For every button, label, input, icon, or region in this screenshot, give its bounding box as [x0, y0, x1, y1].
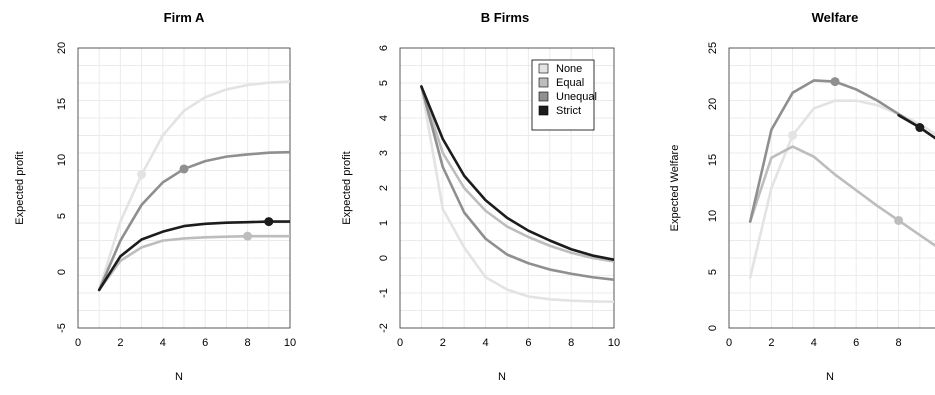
y-tick-label: 2: [378, 185, 390, 191]
optimum-marker-equal: [894, 215, 904, 225]
optimum-marker-unequal: [179, 164, 189, 174]
panel-title: Welfare: [812, 10, 859, 25]
legend-label: Equal: [556, 77, 584, 89]
y-tick-label: -1: [378, 288, 390, 298]
x-tick-label: 0: [75, 337, 81, 349]
x-tick-label: 8: [896, 337, 902, 349]
y-tick-label: 20: [707, 98, 719, 110]
x-tick-label: 10: [284, 337, 296, 349]
y-tick-label: 5: [707, 269, 719, 275]
panel-title: Firm A: [164, 10, 205, 25]
x-tick-label: 4: [483, 337, 489, 349]
y-tick-label: 0: [707, 325, 719, 331]
panel-1: Firm A 0 2 4 6 8 10 -5 0 5 10 15 20 N Expected profit: [14, 10, 296, 383]
x-tick-label: 6: [202, 337, 208, 349]
y-tick-label: 4: [378, 115, 390, 121]
legend-label: Strict: [556, 105, 581, 117]
y-tick-label: 25: [707, 42, 719, 54]
series-line-equal: [420, 85, 614, 263]
x-tick-label: 4: [160, 337, 166, 349]
series-line-equal: [748, 145, 935, 248]
series-line-none: [420, 85, 614, 304]
series-line-none: [748, 99, 935, 279]
x-tick-label: 10: [608, 337, 620, 349]
optimum-marker-strict: [915, 123, 925, 133]
y-tick-label: 10: [56, 154, 68, 166]
legend-swatch: [538, 63, 549, 74]
panel-2: B Firms 0 2 4 6 8 10 -2 -1 0 1 2 3 4 5 6 N Expected profi…: [341, 10, 620, 383]
x-tick-label: 6: [853, 337, 859, 349]
y-tick-label: 0: [378, 255, 390, 261]
series-line-strict: [97, 220, 290, 292]
legend-swatch: [538, 91, 549, 102]
optimum-marker-none: [137, 170, 147, 180]
y-axis-label: Expected profit: [14, 151, 26, 224]
x-tick-label: 2: [440, 337, 446, 349]
x-axis-label: N: [826, 371, 834, 383]
series-line-unequal: [420, 85, 614, 281]
optimum-marker-strict: [264, 217, 274, 227]
y-tick-label: 6: [378, 45, 390, 51]
optimum-marker-unequal: [830, 77, 840, 87]
series-group: [420, 85, 614, 304]
x-tick-label: 8: [245, 337, 251, 349]
legend-label: Unequal: [556, 91, 597, 103]
y-tick-label: 20: [56, 42, 68, 54]
x-axis-label: N: [175, 371, 183, 383]
y-tick-label: 5: [56, 213, 68, 219]
optimum-marker-equal: [243, 231, 253, 241]
x-axis-label: N: [498, 371, 506, 383]
y-tick-label: -2: [378, 323, 390, 333]
legend: None Equal Unequal Strict: [531, 59, 597, 131]
legend-label: None: [556, 63, 582, 75]
y-tick-label: 10: [707, 210, 719, 222]
x-tick-label: 0: [397, 337, 403, 349]
x-tick-label: 4: [811, 337, 817, 349]
y-tick-label: 1: [378, 220, 390, 226]
panel-title: B Firms: [481, 10, 529, 25]
y-tick-label: -5: [56, 323, 68, 333]
plot-frame: [77, 47, 291, 329]
y-tick-label: 3: [378, 150, 390, 156]
series-line-none: [97, 80, 290, 292]
panel-3: Welfare02468100510152025NExpected Welfar…: [669, 10, 935, 383]
plot-frame: [399, 47, 615, 329]
y-tick-label: 5: [378, 80, 390, 86]
y-tick-label: 15: [56, 98, 68, 110]
y-tick-label: 0: [56, 269, 68, 275]
series-line-strict: [420, 85, 614, 262]
x-tick-label: 8: [568, 337, 574, 349]
y-axis-label: Expected Welfare: [669, 145, 681, 232]
legend-swatch: [538, 105, 549, 116]
y-axis-label: Expected profit: [341, 151, 353, 224]
series-group: [97, 80, 290, 292]
legend-swatch: [538, 77, 549, 88]
x-tick-label: 0: [726, 337, 732, 349]
series-line-equal: [97, 234, 290, 292]
plot-frame: [728, 47, 935, 329]
series-group: [748, 77, 935, 279]
x-tick-label: 2: [117, 337, 123, 349]
optimum-marker-none: [788, 130, 798, 140]
x-tick-label: 6: [525, 337, 531, 349]
y-tick-label: 15: [707, 154, 719, 166]
series-line-unequal: [97, 150, 290, 292]
x-tick-label: 2: [768, 337, 774, 349]
